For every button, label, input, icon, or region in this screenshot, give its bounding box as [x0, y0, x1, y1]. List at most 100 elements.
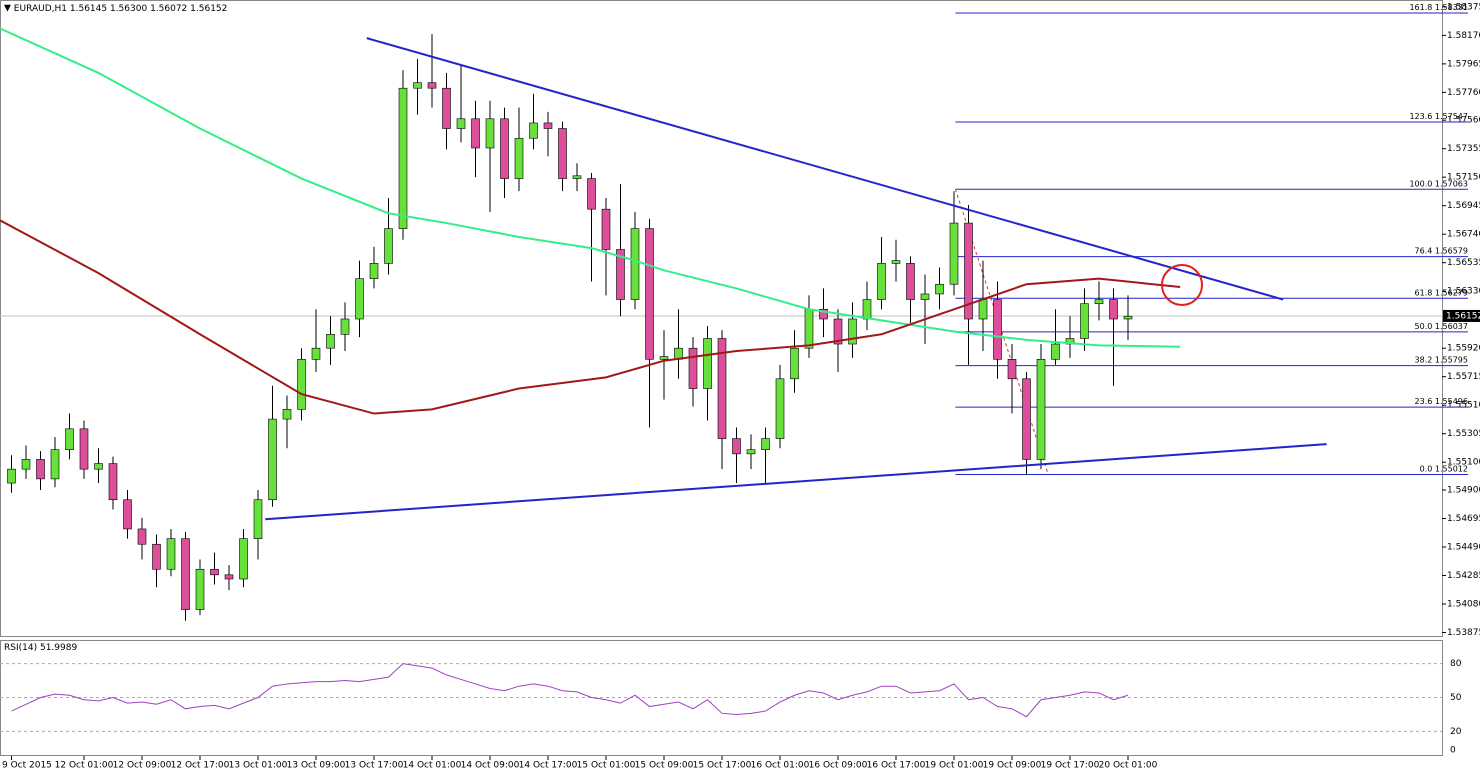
fib-ratio: 50.0 — [1415, 321, 1433, 330]
fib-label: 38.2 1.55795 — [1415, 355, 1468, 364]
fib-ratio: 100.0 — [1409, 179, 1432, 188]
candle-body — [616, 249, 625, 300]
candle-body — [572, 175, 582, 179]
candle-body — [224, 574, 234, 580]
indicator-line — [265, 443, 1327, 521]
y-tick-label: 1.58170 — [1447, 31, 1480, 41]
x-tick-label: 19 Oct 01:00 — [925, 761, 984, 771]
x-tick-label: 20 Oct 01:00 — [1099, 761, 1158, 771]
fib-ratio: 61.8 — [1415, 288, 1433, 297]
fib-price: 1.57547 — [1435, 111, 1468, 120]
candle-body — [906, 263, 915, 300]
indicator-line — [0, 27, 1181, 348]
candle-body — [630, 228, 640, 300]
indicator-line — [366, 37, 1284, 301]
candle-body — [471, 118, 480, 149]
x-tick-label: 12 Oct 01:00 — [55, 761, 114, 771]
candle-body — [297, 359, 306, 410]
candle-body — [253, 499, 263, 539]
fib-label: 0.0 1.55012 — [1420, 464, 1468, 473]
candle-body — [601, 208, 611, 250]
candle-body — [210, 568, 219, 576]
header-low: 1.56072 — [150, 4, 187, 14]
candle-body — [239, 538, 248, 580]
y-tick-label: 1.55305 — [1447, 429, 1480, 439]
candle-body — [949, 222, 959, 285]
rsi-name: RSI(14) — [4, 643, 37, 653]
y-tick-label: 1.57760 — [1447, 88, 1480, 98]
candle-body — [36, 459, 45, 480]
x-tick-label: 12 Oct 09:00 — [113, 761, 172, 771]
candle-body — [775, 378, 785, 439]
candle-body — [1007, 359, 1017, 380]
candle-body — [1022, 378, 1031, 460]
fib-label: 161.8 1.58331 — [1409, 2, 1468, 11]
fib-price: 1.56037 — [1435, 321, 1468, 330]
fib-price: 1.55496 — [1435, 397, 1468, 406]
candle-body — [1123, 315, 1133, 320]
candle-body — [282, 409, 292, 420]
symbol: EURAUD,H1 — [14, 4, 67, 14]
candle-body — [311, 347, 321, 360]
y-tick-label: 1.56330 — [1447, 287, 1480, 297]
candle-body — [485, 118, 495, 149]
x-tick-label: 14 Oct 01:00 — [403, 761, 462, 771]
rsi-header: RSI(14) 51.9989 — [4, 643, 77, 653]
price-tag-label: 1.56152 — [1446, 311, 1480, 321]
fib-price: 1.58331 — [1435, 2, 1468, 11]
candle-body — [340, 318, 350, 335]
x-tick-label: 13 Oct 01:00 — [229, 761, 288, 771]
candle-body — [746, 449, 756, 455]
fib-label: 100.0 1.57063 — [1409, 179, 1468, 188]
fib-ratio: 38.2 — [1415, 355, 1433, 364]
y-tick-label: 1.58375 — [1447, 2, 1480, 12]
y-tick-label: 1.57355 — [1447, 144, 1480, 154]
candle-body — [848, 318, 857, 345]
y-tick-label: 1.55510 — [1447, 401, 1480, 411]
x-tick-label: 15 Oct 01:00 — [577, 761, 636, 771]
chart-header: ▼ EURAUD,H1 1.56145 1.56300 1.56072 1.56… — [4, 4, 227, 14]
header-open: 1.56145 — [70, 4, 107, 14]
candle-body — [790, 347, 799, 380]
candle-body — [1109, 299, 1118, 320]
x-tick-label: 15 Oct 17:00 — [693, 761, 752, 771]
fib-label: 123.6 1.57547 — [1409, 111, 1468, 120]
candle-body — [1036, 359, 1046, 460]
x-tick-label: 12 Oct 17:00 — [171, 761, 230, 771]
price-tag — [1443, 309, 1480, 322]
candle-body — [862, 299, 872, 320]
candle-body — [1094, 299, 1104, 305]
x-tick-label: 16 Oct 09:00 — [809, 761, 868, 771]
fib-label: 61.8 1.56279 — [1415, 288, 1468, 297]
fib-ratio: 76.4 — [1415, 246, 1433, 255]
candle-body — [384, 228, 393, 264]
y-tick-label: 1.54490 — [1447, 543, 1480, 553]
candle-body — [137, 528, 147, 545]
header-high: 1.56300 — [110, 4, 147, 14]
y-tick-label: 1.57150 — [1447, 173, 1480, 183]
candle-body — [398, 87, 408, 229]
candle-body — [819, 308, 828, 320]
candle-body — [369, 263, 379, 279]
fib-ratio: 161.8 — [1409, 2, 1432, 11]
y-tick-label: 1.54695 — [1447, 514, 1480, 524]
y-tick-label: 1.56740 — [1447, 230, 1480, 240]
candle-body — [500, 118, 509, 179]
x-tick-label: 16 Oct 17:00 — [867, 761, 926, 771]
candle-body — [108, 463, 118, 501]
fib-price: 1.56279 — [1435, 288, 1468, 297]
candle-body — [645, 228, 654, 360]
candle-body — [456, 118, 466, 129]
rsi-tick-label: 50 — [1450, 693, 1462, 703]
y-tick-label: 1.57965 — [1447, 59, 1480, 69]
candle-body — [920, 293, 930, 300]
highlight-circle — [1161, 264, 1203, 306]
y-tick-label: 1.56535 — [1447, 258, 1480, 268]
candle-body — [964, 222, 973, 320]
candle-body — [529, 122, 538, 139]
candle-body — [688, 347, 698, 389]
rsi-line — [11, 663, 1129, 718]
x-tick-label: 13 Oct 17:00 — [345, 761, 404, 771]
candle-body — [355, 278, 364, 320]
